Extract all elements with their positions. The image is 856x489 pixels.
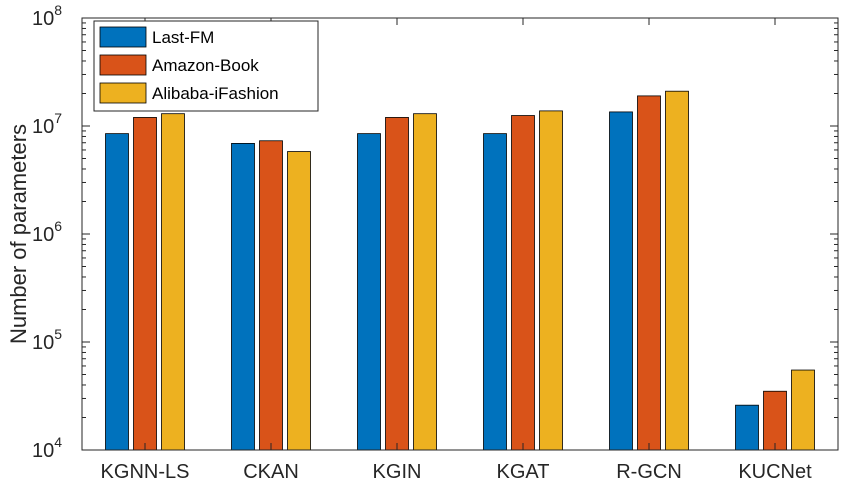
y-tick-label: 105 [32,326,62,354]
bar-alibaba-ifashion-r-gcn [665,90,689,451]
legend: Last-FM Amazon-Book Alibaba-iFashion [93,20,319,112]
y-tick-label: 107 [32,110,62,138]
legend-label-last-fm: Last-FM [152,28,214,47]
bar-last-fm-r-gcn [609,111,633,451]
x-tick-label: R-GCN [616,461,682,483]
bar-amazon-book-kgnn-ls [133,117,157,451]
y-tick-label: 108 [32,2,62,30]
bars-group [105,90,815,451]
x-tick-label: CKAN [243,461,299,483]
bar-last-fm-kgnn-ls [105,133,129,451]
y-axis-label: Number of parameters [6,124,31,344]
bar-alibaba-ifashion-ckan [287,151,311,451]
y-tick-label: 104 [32,434,62,462]
x-tick-label: KGAT [497,461,550,483]
bar-amazon-book-r-gcn [637,95,661,451]
bar-alibaba-ifashion-kucnet [791,369,815,451]
bar-alibaba-ifashion-kgnn-ls [161,113,185,451]
legend-label-amazon-book: Amazon-Book [152,56,259,75]
bar-last-fm-kgat [483,133,507,451]
bar-last-fm-kgin [357,133,381,451]
x-tick-label: KGIN [373,461,422,483]
y-tick-label: 106 [32,218,62,246]
x-tick-labels: KGNN-LS CKAN KGIN KGAT R-GCN KUCNet [101,461,813,483]
bar-amazon-book-kgat [511,115,535,451]
bar-amazon-book-ckan [259,140,283,451]
bar-last-fm-kucnet [735,404,759,451]
bar-alibaba-ifashion-kgat [539,110,563,451]
y-tick-labels: 104 105 106 107 108 [32,2,62,462]
legend-label-alibaba-ifashion: Alibaba-iFashion [152,84,279,103]
legend-swatch-last-fm [99,26,147,48]
bar-amazon-book-kgin [385,117,409,451]
x-tick-label: KGNN-LS [101,461,190,483]
axes-group [81,17,839,451]
bar-amazon-book-kucnet [763,390,787,451]
bar-alibaba-ifashion-kgin [413,113,437,451]
legend-swatch-alibaba-ifashion [99,82,147,104]
legend-swatch-amazon-book [99,54,147,76]
x-tick-label: KUCNet [738,461,812,483]
bar-last-fm-ckan [231,143,255,451]
